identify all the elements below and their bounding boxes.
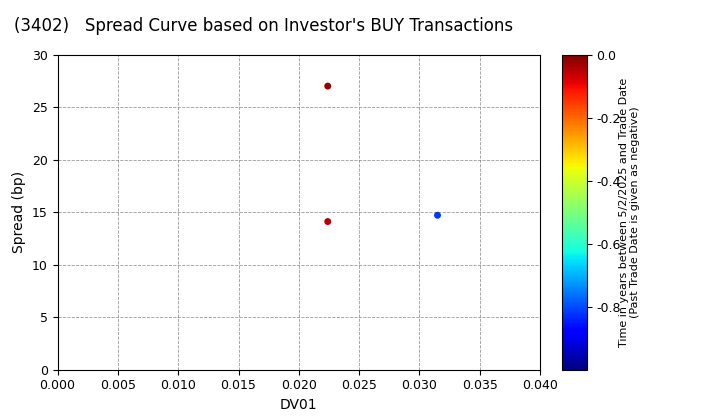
Point	[322, 218, 333, 225]
Point	[432, 212, 444, 218]
X-axis label: DV01: DV01	[280, 398, 318, 412]
Point	[322, 83, 333, 89]
Y-axis label: Spread (bp): Spread (bp)	[12, 171, 27, 253]
Text: (3402)   Spread Curve based on Investor's BUY Transactions: (3402) Spread Curve based on Investor's …	[14, 17, 513, 35]
Y-axis label: Time in years between 5/2/2025 and Trade Date
(Past Trade Date is given as negat: Time in years between 5/2/2025 and Trade…	[618, 77, 640, 347]
